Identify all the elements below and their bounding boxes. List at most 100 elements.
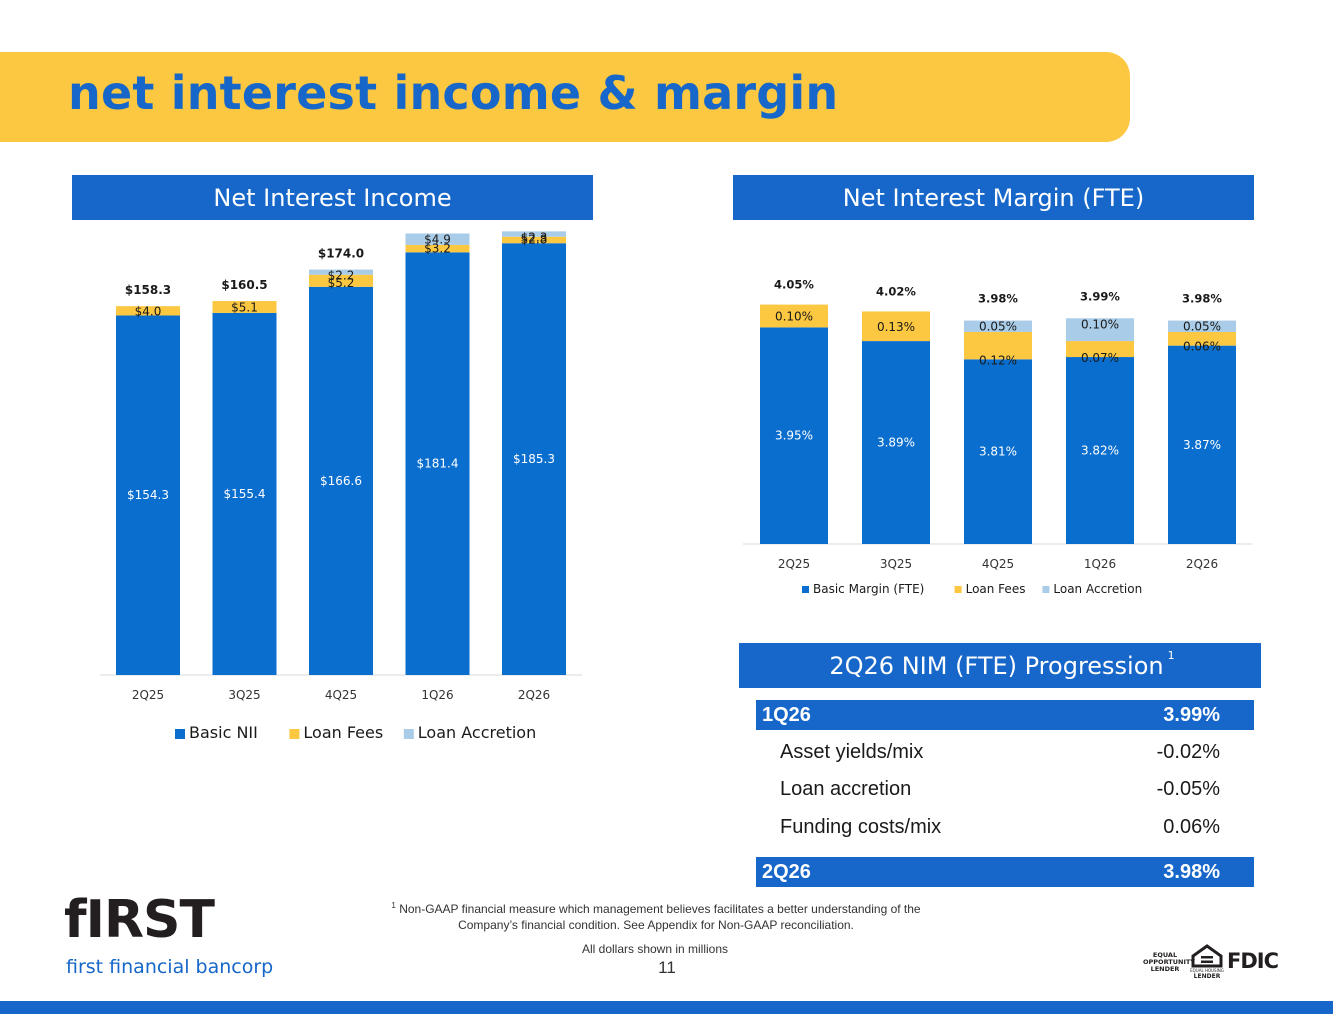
x-tick-label: 3Q25 bbox=[880, 557, 912, 571]
bar-segment bbox=[1066, 341, 1134, 358]
legend-label: Loan Fees bbox=[966, 582, 1026, 596]
progression-row-label: 1Q26 bbox=[762, 703, 811, 726]
data-label: 3.87% bbox=[1183, 438, 1221, 452]
legend-label: Basic NII bbox=[189, 723, 258, 742]
x-tick-label: 2Q25 bbox=[132, 688, 164, 702]
total-label: 3.99% bbox=[1080, 289, 1120, 303]
total-label: 3.98% bbox=[978, 292, 1018, 306]
bar-segment bbox=[862, 311, 930, 342]
page-title: net interest income & margin bbox=[68, 66, 839, 120]
data-label: $5.1 bbox=[231, 301, 258, 315]
fdic-logo: FDIC bbox=[1227, 949, 1279, 973]
data-label: $4.9 bbox=[424, 232, 451, 246]
bar-segment bbox=[760, 304, 828, 328]
legend-label: Loan Fees bbox=[303, 723, 383, 742]
data-label: $181.4 bbox=[417, 457, 459, 471]
legend-swatch bbox=[403, 729, 414, 739]
bar-segment bbox=[964, 359, 1032, 544]
equal-opportunity-lender-logo: EQUAL OPPORTUNITY LENDER bbox=[1143, 951, 1195, 973]
nii-panel-title: Net Interest Income bbox=[213, 183, 452, 212]
data-label: $2.8 bbox=[521, 232, 548, 246]
data-label: $2.3 bbox=[521, 230, 548, 244]
x-tick-label: 4Q25 bbox=[325, 688, 357, 702]
data-label: 3.89% bbox=[877, 436, 915, 450]
legend-swatch bbox=[1042, 586, 1050, 593]
total-label: 4.02% bbox=[876, 284, 916, 298]
footnote-marker: 1 bbox=[391, 901, 396, 910]
progression-row-asset-yields: Asset yields/mix -0.02% bbox=[756, 737, 1254, 767]
x-tick-label: 2Q26 bbox=[1186, 557, 1218, 571]
bar-segment bbox=[405, 252, 470, 675]
footnote-line-1: Non-GAAP financial measure which managem… bbox=[399, 902, 921, 916]
nim-chart: 3.95% 0.10% 4.05% 2Q25 3.89% 0.13% 4.02% 3Q25 3.… bbox=[743, 278, 1252, 596]
ehl-line-2: LENDER bbox=[1194, 973, 1221, 980]
data-label: 0.07% bbox=[1081, 351, 1119, 365]
eol-line: EQUAL bbox=[1152, 951, 1178, 959]
bar-segment bbox=[502, 236, 566, 244]
bar-segment bbox=[862, 341, 930, 544]
x-tick-label: 4Q25 bbox=[982, 557, 1014, 571]
company-tagline: first financial bancorp bbox=[66, 956, 274, 978]
progression-row-value: 3.98% bbox=[1163, 860, 1220, 883]
progression-title: 2Q26 NIM (FTE) Progression bbox=[829, 651, 1164, 680]
legend-swatch bbox=[175, 729, 185, 739]
bar-segment bbox=[1066, 318, 1134, 342]
progression-row-value: -0.02% bbox=[1156, 740, 1220, 763]
bar-segment bbox=[760, 327, 828, 544]
bar-segment bbox=[502, 231, 566, 237]
progression-row-value: 3.99% bbox=[1163, 703, 1220, 726]
nii-chart: $154.3 $4.0 $158.3 2Q25 $155.4 $5.1 $160.5 3Q25… bbox=[100, 230, 582, 742]
x-tick-label: 2Q25 bbox=[778, 557, 810, 571]
progression-row-label: 2Q26 bbox=[762, 860, 811, 883]
nii-panel-header: Net Interest Income bbox=[72, 175, 593, 220]
nim-panel-title: Net Interest Margin (FTE) bbox=[842, 183, 1145, 212]
legend-label: Loan Accretion bbox=[418, 723, 536, 742]
progression-row-value: 0.06% bbox=[1163, 815, 1220, 838]
legend-label: Loan Accretion bbox=[1053, 582, 1142, 596]
data-label: 0.12% bbox=[979, 353, 1017, 367]
data-label: 0.10% bbox=[775, 310, 813, 324]
data-label: 3.95% bbox=[775, 429, 813, 443]
total-label: 3.98% bbox=[1182, 292, 1222, 306]
data-label: $185.3 bbox=[513, 452, 555, 466]
data-label: $2.2 bbox=[328, 269, 355, 283]
bar-segment bbox=[405, 233, 470, 245]
total-label: 4.05% bbox=[774, 278, 814, 292]
bar-segment bbox=[212, 312, 277, 675]
bar-segment bbox=[1168, 345, 1236, 544]
bar-segment bbox=[1066, 357, 1134, 544]
data-label: 0.05% bbox=[979, 320, 1017, 334]
dollars-note: All dollars shown in millions bbox=[581, 942, 729, 956]
progression-row-loan-accretion: Loan accretion -0.05% bbox=[756, 774, 1254, 804]
eol-line: LENDER bbox=[1150, 965, 1180, 973]
nim-panel-header: Net Interest Margin (FTE) bbox=[733, 175, 1254, 220]
footnote-line-2: Company’s financial condition. See Appen… bbox=[458, 918, 854, 932]
data-label: $3.2 bbox=[424, 241, 451, 255]
bar-segment bbox=[1168, 320, 1236, 332]
data-label: 0.05% bbox=[1183, 320, 1221, 334]
legend-swatch bbox=[802, 586, 809, 593]
footnote: 1 Non-GAAP financial measure which manag… bbox=[366, 898, 946, 933]
page-number: 11 bbox=[658, 958, 676, 977]
total-label: $158.3 bbox=[125, 283, 171, 297]
bar-segment bbox=[1168, 331, 1236, 346]
bar-segment bbox=[964, 320, 1032, 332]
progression-row-label: Asset yields/mix bbox=[780, 740, 924, 763]
data-label: $5.2 bbox=[328, 276, 355, 290]
data-label: $154.3 bbox=[127, 488, 169, 502]
data-label: $166.6 bbox=[320, 474, 362, 488]
data-label: 3.82% bbox=[1081, 444, 1119, 458]
data-label: $155.4 bbox=[224, 487, 266, 501]
data-label: 0.13% bbox=[877, 320, 915, 334]
legend-swatch bbox=[954, 586, 962, 593]
x-tick-label: 1Q26 bbox=[421, 688, 453, 702]
bar-segment bbox=[309, 274, 373, 287]
bar-segment bbox=[116, 306, 180, 316]
progression-header: 2Q26 NIM (FTE) Progression 1 bbox=[739, 643, 1261, 688]
bar-segment bbox=[309, 286, 373, 675]
ehl-line-1: EQUAL HOUSING bbox=[1190, 968, 1224, 973]
bar-segment bbox=[964, 331, 1032, 360]
bottom-bar bbox=[0, 1001, 1333, 1014]
data-label: 0.10% bbox=[1081, 317, 1119, 331]
x-tick-label: 1Q26 bbox=[1084, 557, 1116, 571]
